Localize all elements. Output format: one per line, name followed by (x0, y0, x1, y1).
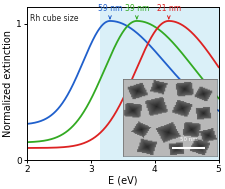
Text: Rh cube size: Rh cube size (30, 14, 79, 23)
Bar (100, 7, 219, 160)
Text: 21 nm: 21 nm (157, 4, 181, 19)
Y-axis label: Normalized extinction: Normalized extinction (3, 30, 14, 137)
X-axis label: E (eV): E (eV) (108, 176, 137, 186)
Text: 59 nm: 59 nm (98, 4, 122, 19)
Text: 39 nm: 39 nm (125, 4, 149, 19)
